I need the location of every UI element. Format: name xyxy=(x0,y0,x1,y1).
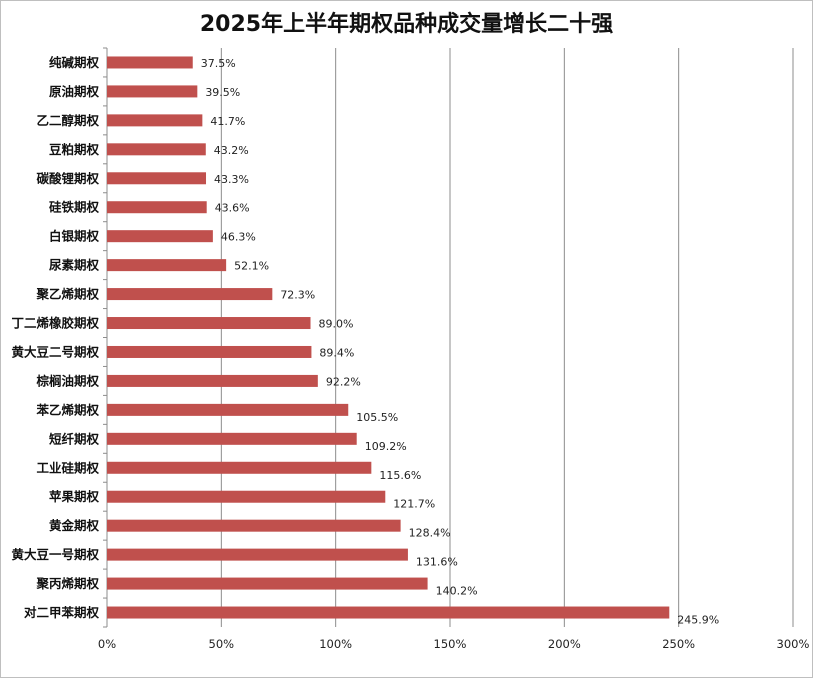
data-label: 131.6% xyxy=(416,556,458,569)
category-label: 碳酸锂期权 xyxy=(36,171,99,186)
bar xyxy=(107,374,318,387)
category-label: 纯碱期权 xyxy=(49,55,100,70)
data-label: 140.2% xyxy=(436,585,478,598)
bar xyxy=(107,288,273,301)
category-label: 苹果期权 xyxy=(49,489,100,504)
bar xyxy=(107,230,213,243)
bar xyxy=(107,606,670,619)
bar xyxy=(107,259,227,272)
bar xyxy=(107,201,207,214)
category-label: 棕榈油期权 xyxy=(35,373,99,388)
category-label: 乙二醇期权 xyxy=(36,113,99,128)
data-label: 39.5% xyxy=(205,86,240,99)
category-label: 工业硅期权 xyxy=(36,460,99,475)
category-label: 白银期权 xyxy=(49,229,100,244)
category-label: 硅铁期权 xyxy=(49,200,100,215)
data-label: 109.2% xyxy=(365,440,407,453)
data-label: 115.6% xyxy=(379,469,421,482)
category-label: 苯乙烯期权 xyxy=(35,402,99,417)
data-label: 41.7% xyxy=(210,115,245,128)
category-label: 豆粕期权 xyxy=(49,142,100,157)
bar xyxy=(107,317,311,330)
bar xyxy=(107,85,198,98)
category-label: 黄大豆二号期权 xyxy=(11,344,99,359)
x-tick-label: 300% xyxy=(777,637,810,651)
bar xyxy=(107,461,372,474)
chart-title: 2025年上半年期权品种成交量增长二十强 xyxy=(199,12,614,37)
bar xyxy=(107,577,428,590)
data-label: 43.2% xyxy=(214,144,249,157)
category-label: 对二甲苯期权 xyxy=(24,605,100,620)
category-label: 尿素期权 xyxy=(49,258,100,273)
x-tick-label: 50% xyxy=(209,637,235,651)
bar xyxy=(107,143,206,156)
bar xyxy=(107,432,357,445)
x-tick-label: 200% xyxy=(548,637,581,651)
bar xyxy=(107,114,203,127)
category-label: 原油期权 xyxy=(49,84,100,99)
category-label: 聚乙烯期权 xyxy=(35,287,99,302)
data-label: 92.2% xyxy=(326,375,361,388)
data-label: 37.5% xyxy=(201,57,236,70)
x-tick-label: 150% xyxy=(434,637,467,651)
category-label: 聚丙烯期权 xyxy=(35,576,99,591)
bar xyxy=(107,490,386,503)
category-label: 黄大豆一号期权 xyxy=(11,547,99,562)
x-tick-label: 0% xyxy=(98,637,116,651)
bar xyxy=(107,548,408,561)
category-label: 黄金期权 xyxy=(49,518,100,533)
category-label: 短纤期权 xyxy=(49,431,100,446)
data-label: 128.4% xyxy=(409,527,451,540)
data-label: 105.5% xyxy=(356,411,398,424)
bar xyxy=(107,345,312,358)
data-label: 121.7% xyxy=(393,498,435,511)
data-label: 43.3% xyxy=(214,173,249,186)
data-label: 89.4% xyxy=(319,346,354,359)
category-label: 丁二烯橡胶期权 xyxy=(11,316,99,331)
data-label: 89.0% xyxy=(319,318,354,331)
data-label: 46.3% xyxy=(221,231,256,244)
bar xyxy=(107,519,401,532)
data-label: 43.6% xyxy=(215,202,250,215)
bar xyxy=(107,172,207,185)
x-tick-label: 100% xyxy=(319,637,352,651)
x-tick-label: 250% xyxy=(662,637,695,651)
bar xyxy=(107,56,193,69)
data-label: 52.1% xyxy=(234,260,269,273)
bar xyxy=(107,403,349,416)
data-label: 245.9% xyxy=(677,614,719,627)
data-label: 72.3% xyxy=(280,289,315,302)
